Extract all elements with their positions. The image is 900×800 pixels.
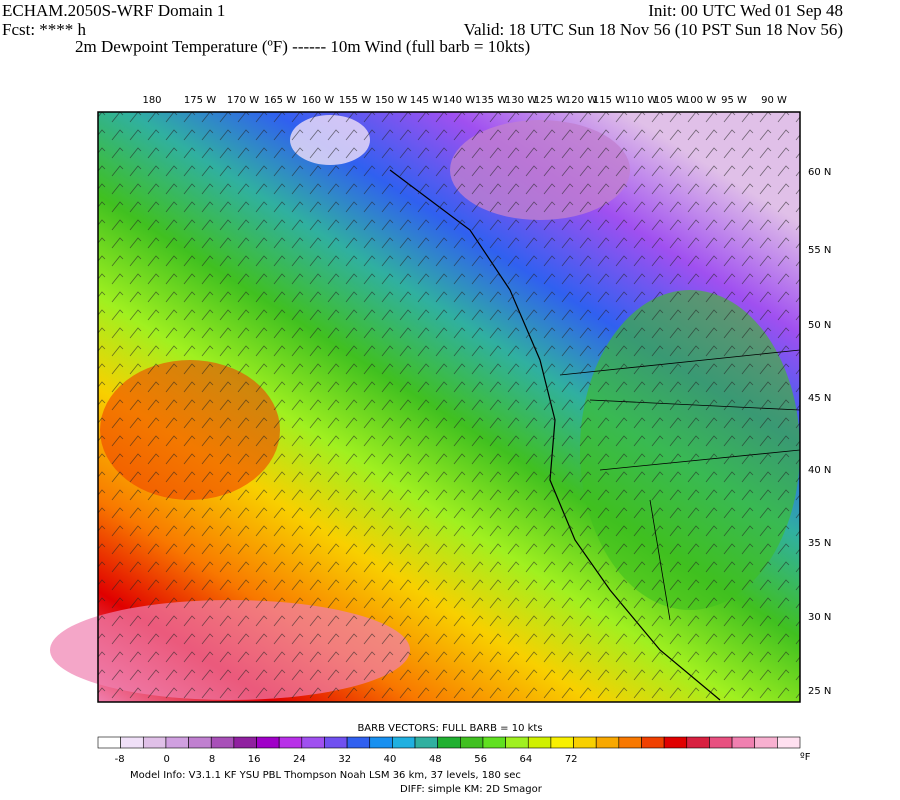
longitude-label: 115 W bbox=[593, 95, 625, 106]
latitude-label: 40 N bbox=[808, 465, 831, 476]
longitude-label: 170 W bbox=[227, 95, 259, 106]
colorbar-swatch bbox=[346, 736, 371, 749]
colorbar-swatch bbox=[369, 736, 393, 749]
longitude-label: 95 W bbox=[721, 95, 747, 106]
colorbar-swatch bbox=[392, 736, 416, 749]
latitude-label: 25 N bbox=[808, 686, 831, 697]
colorbar-swatch bbox=[324, 736, 348, 749]
colorbar-swatch bbox=[142, 736, 167, 749]
colorbar-tick-label: 8 bbox=[209, 754, 215, 765]
longitude-label: 110 W bbox=[625, 95, 657, 106]
colorbar-swatch bbox=[414, 736, 438, 749]
colorbar-swatch bbox=[437, 736, 461, 749]
colorbar-tick-label: 64 bbox=[520, 754, 533, 765]
title: ECHAM.2050S-WRF Domain 1 bbox=[2, 1, 225, 20]
colorbar-tick-label: 0 bbox=[164, 754, 170, 765]
colorbar-tick-label: 56 bbox=[474, 754, 487, 765]
longitude-label: 105 W bbox=[654, 95, 686, 106]
colorbar-swatch bbox=[663, 736, 688, 749]
field-description: 2m Dewpoint Temperature (ºF) ------ 10m … bbox=[75, 37, 530, 56]
colorbar-tick-label: 16 bbox=[248, 754, 261, 765]
colorbar-swatch bbox=[97, 736, 121, 749]
latitude-label: 30 N bbox=[808, 612, 831, 623]
colorbar-swatch bbox=[256, 736, 280, 749]
colorbar-swatch bbox=[188, 736, 212, 749]
longitude-label: 160 W bbox=[302, 95, 334, 106]
forecast-hour: Fcst: **** h bbox=[2, 20, 87, 39]
colorbar-swatch bbox=[278, 736, 303, 749]
longitude-label: 125 W bbox=[534, 95, 566, 106]
latitude-label: 55 N bbox=[808, 245, 831, 256]
longitude-label: 120 W bbox=[565, 95, 597, 106]
colorbar-tick-label: 24 bbox=[293, 754, 306, 765]
longitude-label: 145 W bbox=[410, 95, 442, 106]
colorbar-swatch bbox=[505, 736, 529, 749]
colorbar-swatch bbox=[550, 736, 574, 749]
colorbar-tick-label: 40 bbox=[384, 754, 397, 765]
wind-barbs bbox=[98, 112, 800, 702]
colorbar-swatch bbox=[165, 736, 189, 749]
colorbar-tick-label: 48 bbox=[429, 754, 442, 765]
colorbar-swatch bbox=[618, 736, 642, 749]
colorbar-swatch bbox=[120, 736, 144, 749]
diff-info: DIFF: simple KM: 2D Smagor bbox=[400, 784, 543, 795]
colorbar-swatch bbox=[595, 736, 620, 749]
longitude-label: 130 W bbox=[505, 95, 537, 106]
map-frame bbox=[97, 111, 801, 703]
latitude-label: 50 N bbox=[808, 320, 831, 331]
colorbar-tick-label: 72 bbox=[565, 754, 578, 765]
colorbar-swatch bbox=[301, 736, 325, 749]
longitude-label: 150 W bbox=[375, 95, 407, 106]
longitude-label: 165 W bbox=[264, 95, 296, 106]
colorbar-tick-label: 32 bbox=[338, 754, 351, 765]
colorbar-swatch bbox=[482, 736, 506, 749]
latitude-label: 35 N bbox=[808, 538, 831, 549]
colorbar-swatch bbox=[210, 736, 235, 749]
colorbar-swatch bbox=[641, 736, 665, 749]
colorbar-swatch bbox=[686, 736, 710, 749]
colorbar-swatch bbox=[709, 736, 733, 749]
longitude-label: 155 W bbox=[339, 95, 371, 106]
longitude-label: 180 bbox=[142, 95, 161, 106]
longitude-label: 140 W bbox=[443, 95, 475, 106]
latitude-label: 45 N bbox=[808, 393, 831, 404]
colorbar-unit: ºF bbox=[800, 752, 811, 763]
valid-time: Valid: 18 UTC Sun 18 Nov 56 (10 PST Sun … bbox=[464, 20, 843, 39]
colorbar-swatch bbox=[731, 736, 756, 749]
longitude-label: 90 W bbox=[761, 95, 787, 106]
longitude-label: 175 W bbox=[184, 95, 216, 106]
init-time: Init: 00 UTC Wed 01 Sep 48 bbox=[648, 1, 843, 20]
colorbar-swatch bbox=[777, 736, 801, 749]
colorbar-swatch bbox=[527, 736, 552, 749]
map-area bbox=[50, 111, 801, 703]
longitude-label: 135 W bbox=[475, 95, 507, 106]
colorbar-swatch bbox=[233, 736, 257, 749]
latitude-label: 60 N bbox=[808, 167, 831, 178]
colorbar-swatch bbox=[573, 736, 597, 749]
colorbar-swatch bbox=[754, 736, 778, 749]
model-info: Model Info: V3.1.1 KF YSU PBL Thompson N… bbox=[130, 770, 521, 781]
colorbar-title: BARB VECTORS: FULL BARB = 10 kts bbox=[357, 723, 542, 734]
colorbar-tick-label: -8 bbox=[115, 754, 125, 765]
longitude-label: 100 W bbox=[684, 95, 716, 106]
colorbar-swatch bbox=[460, 736, 484, 749]
